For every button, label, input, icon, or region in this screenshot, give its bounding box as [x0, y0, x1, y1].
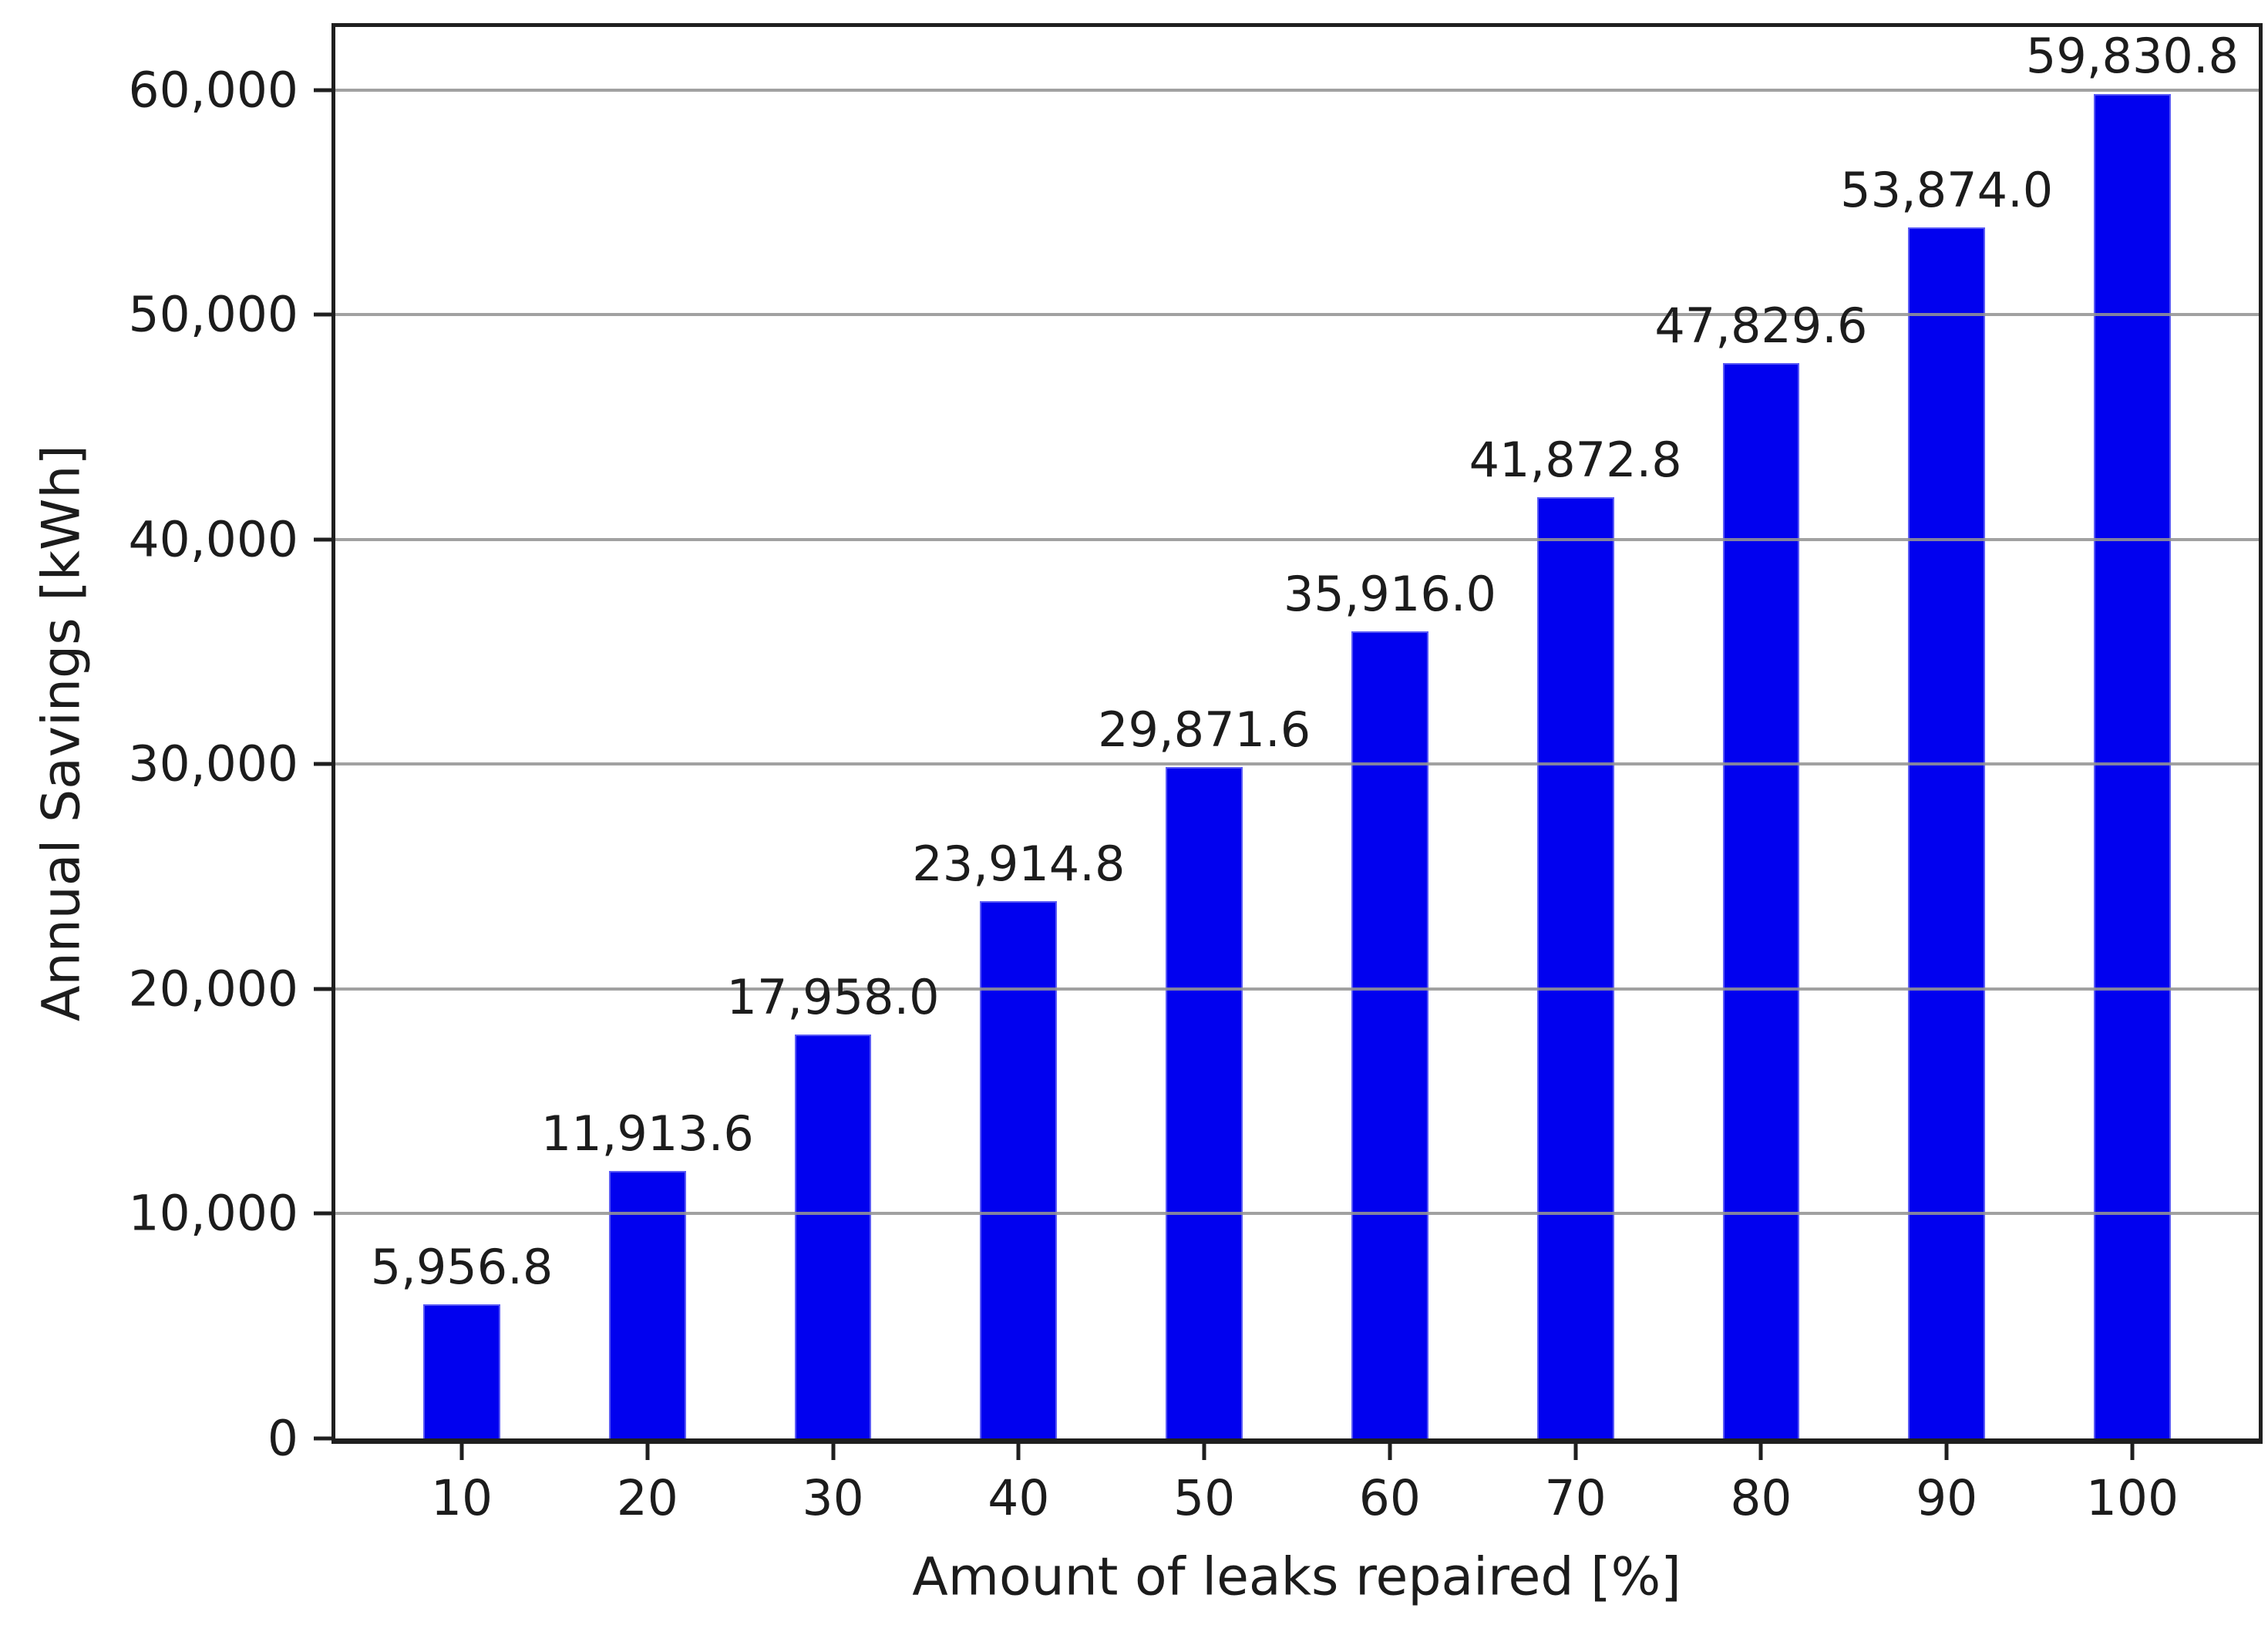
y-tick-label: 60,000: [128, 62, 298, 119]
x-tick-label: 90: [1916, 1470, 1978, 1526]
bar-value-label: 11,913.6: [540, 1105, 754, 1162]
bar: [1908, 227, 1986, 1438]
y-tick-mark: [314, 537, 335, 542]
y-tick-mark: [314, 88, 335, 93]
y-tick-mark: [314, 312, 335, 317]
x-tick-mark: [831, 1438, 836, 1460]
bar: [1351, 631, 1428, 1438]
x-tick-mark: [459, 1438, 464, 1460]
x-tick-label: 70: [1544, 1470, 1607, 1526]
x-tick-label: 100: [2085, 1470, 2179, 1526]
x-tick-mark: [1944, 1438, 1949, 1460]
gridline: [335, 537, 2259, 541]
y-tick-mark: [314, 987, 335, 991]
bar: [1166, 767, 1243, 1438]
x-axis-title: Amount of leaks repaired [%]: [912, 1546, 1681, 1608]
bar-value-label: 41,872.8: [1469, 432, 1682, 489]
x-tick-mark: [645, 1438, 650, 1460]
gridline: [335, 313, 2259, 317]
x-tick-label: 40: [988, 1470, 1050, 1526]
plot-area: 5,956.8 11,913.6 17,958.0 23,914.8 29,871.6 3…: [129, 23, 2263, 1522]
y-tick-label: 30,000: [128, 735, 298, 792]
x-tick-mark: [1758, 1438, 1763, 1460]
bar-value-label: 5,956.8: [370, 1239, 554, 1296]
bar-value-label: 59,830.8: [2025, 28, 2239, 85]
y-tick-mark: [314, 1211, 335, 1216]
x-tick-label: 20: [616, 1470, 678, 1526]
gridline: [335, 762, 2259, 766]
y-axis-title: Annual Savings [kWh]: [31, 444, 93, 1022]
x-tick-mark: [1573, 1438, 1578, 1460]
y-tick-label: 0: [267, 1410, 298, 1467]
gridline: [335, 1212, 2259, 1216]
y-tick-label: 40,000: [128, 511, 298, 568]
gridline: [335, 987, 2259, 991]
x-tick-label: 10: [430, 1470, 493, 1526]
bar: [2094, 93, 2171, 1438]
bar-value-label: 47,829.6: [1654, 298, 1868, 355]
bar-value-label: 17,958.0: [726, 969, 940, 1026]
x-tick-mark: [1016, 1438, 1021, 1460]
x-tick-mark: [2130, 1438, 2135, 1460]
bar: [794, 1035, 872, 1438]
y-tick-label: 10,000: [128, 1185, 298, 1242]
y-tick-mark: [314, 762, 335, 766]
x-tick-mark: [1202, 1438, 1206, 1460]
bar-value-label: 23,914.8: [912, 835, 1126, 892]
x-tick-label: 50: [1173, 1470, 1236, 1526]
x-tick-mark: [1388, 1438, 1392, 1460]
y-tick-label: 20,000: [128, 961, 298, 1018]
gridline: [335, 88, 2259, 92]
bar: [1536, 497, 1614, 1438]
bar: [423, 1304, 500, 1438]
bar: [608, 1170, 686, 1438]
y-tick-label: 50,000: [128, 286, 298, 343]
bar: [980, 900, 1058, 1438]
bar-value-label: 29,871.6: [1098, 701, 1311, 758]
x-tick-label: 30: [802, 1470, 864, 1526]
y-tick-mark: [314, 1436, 335, 1441]
bar-value-label: 35,916.0: [1283, 565, 1496, 622]
bar-value-label: 53,874.0: [1840, 162, 2054, 219]
x-tick-label: 80: [1730, 1470, 1792, 1526]
x-tick-label: 60: [1358, 1470, 1421, 1526]
bar: [1722, 363, 1800, 1438]
